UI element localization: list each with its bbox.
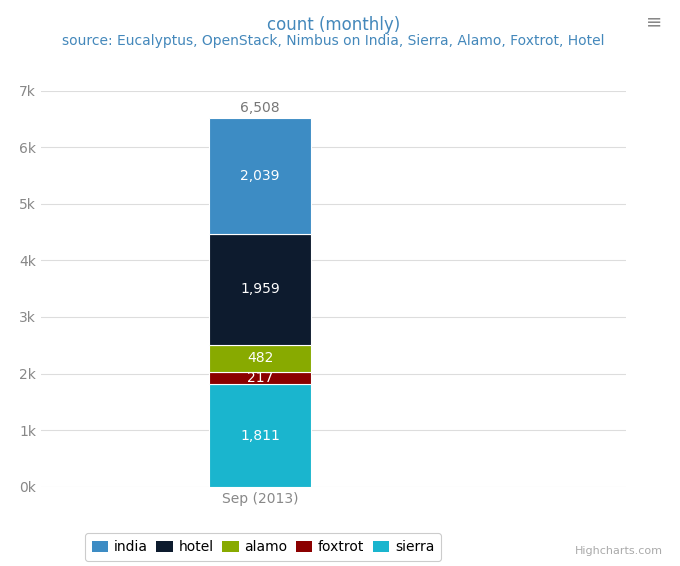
Bar xyxy=(209,234,311,345)
Text: ≡: ≡ xyxy=(646,12,662,31)
Text: source: Eucalyptus, OpenStack, Nimbus on India, Sierra, Alamo, Foxtrot, Hotel: source: Eucalyptus, OpenStack, Nimbus on… xyxy=(62,34,605,48)
Text: 217: 217 xyxy=(247,371,273,385)
Text: count (monthly): count (monthly) xyxy=(267,16,400,35)
Legend: india, hotel, alamo, foxtrot, sierra: india, hotel, alamo, foxtrot, sierra xyxy=(85,533,441,561)
Text: 6,508: 6,508 xyxy=(240,101,280,115)
Text: 1,811: 1,811 xyxy=(240,428,280,443)
Bar xyxy=(209,372,311,384)
Text: Highcharts.com: Highcharts.com xyxy=(575,546,663,556)
Text: 2,039: 2,039 xyxy=(240,169,280,183)
Bar xyxy=(209,118,311,234)
Text: 482: 482 xyxy=(247,351,273,365)
Bar xyxy=(209,345,311,372)
Text: 1,959: 1,959 xyxy=(240,282,280,296)
Bar xyxy=(209,384,311,487)
